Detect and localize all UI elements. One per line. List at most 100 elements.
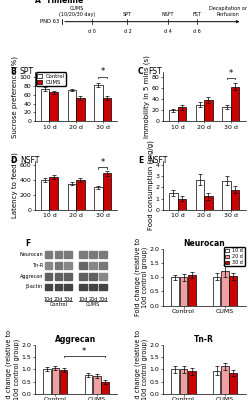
Bar [79,273,87,280]
Text: *: * [101,67,105,76]
Text: d 2: d 2 [124,29,131,34]
Bar [79,284,87,290]
Bar [55,262,62,269]
Bar [213,371,220,394]
Bar [188,371,196,394]
Text: Control: Control [49,302,67,307]
Text: E: E [138,156,143,165]
Bar [45,284,52,290]
Bar [196,180,204,210]
Text: NSFT: NSFT [20,156,39,165]
Text: Neurocan: Neurocan [19,252,43,257]
Bar [94,188,103,210]
Bar [41,180,49,210]
Bar [93,376,100,394]
Text: Tn-R: Tn-R [32,263,43,268]
Title: Neurocan: Neurocan [183,239,225,248]
Bar [89,273,97,280]
Text: *: * [82,347,87,356]
Bar [221,271,229,306]
Bar [178,108,186,122]
Bar [229,276,237,306]
Text: CUMS: CUMS [86,302,100,307]
Y-axis label: Food consumption (mg/g): Food consumption (mg/g) [148,140,154,230]
Text: d 6: d 6 [193,29,201,34]
Text: SPT: SPT [20,67,34,76]
Bar [43,370,51,394]
Bar [171,277,179,306]
Title: Tn-R: Tn-R [194,335,214,344]
Text: C: C [138,67,144,76]
Text: d 4: d 4 [164,29,171,34]
Bar [188,275,196,306]
Bar [213,277,220,306]
Text: *: * [101,158,105,167]
Legend: Control, CUMS: Control, CUMS [36,72,66,86]
Bar [171,370,179,394]
Text: *: * [229,68,233,78]
Y-axis label: Fold change (relative to
10d control group): Fold change (relative to 10d control gro… [134,238,148,316]
Bar [99,262,107,269]
Y-axis label: Latency to feed (s): Latency to feed (s) [12,152,18,218]
Text: SPT: SPT [123,12,132,17]
Bar [169,110,178,122]
Text: B: B [10,67,16,76]
Bar [45,251,52,258]
Bar [45,262,52,269]
Bar [180,370,187,394]
Bar [67,90,76,122]
Bar [101,382,109,394]
Text: 20d: 20d [88,296,98,302]
Text: β-actin: β-actin [26,284,43,290]
Text: CUMS
(10/20/30 day): CUMS (10/20/30 day) [59,6,95,17]
Text: d 0: d 0 [88,29,95,34]
Bar [89,284,97,290]
Text: FST: FST [193,12,201,17]
Bar [52,368,59,394]
Bar [94,85,103,122]
Y-axis label: Sucrose preference (%): Sucrose preference (%) [12,56,18,138]
Bar [64,273,72,280]
Bar [222,107,231,122]
Bar [231,190,239,210]
Bar [204,196,213,210]
Text: FST: FST [148,67,162,76]
Bar [221,366,229,394]
Bar [60,370,67,394]
Bar [231,87,239,122]
Text: F: F [25,239,30,248]
Y-axis label: Fold change (relative to
10d control group): Fold change (relative to 10d control gro… [134,330,148,400]
Bar [204,100,213,122]
Bar [49,177,58,210]
Bar [85,375,92,394]
Bar [55,284,62,290]
Bar [67,184,76,210]
Bar [103,173,111,210]
Bar [180,277,187,306]
Text: A  Timeline: A Timeline [35,0,83,6]
Bar [196,105,204,122]
Legend: 10 d, 20 d, 30 d: 10 d, 20 d, 30 d [224,247,245,266]
Text: 10d: 10d [44,296,53,302]
Text: D: D [10,156,16,165]
Bar [64,284,72,290]
Bar [99,284,107,290]
Text: Aggrecan: Aggrecan [20,274,43,279]
Bar [49,92,58,122]
Bar [45,273,52,280]
Text: Decapitation or
Perfusion: Decapitation or Perfusion [209,6,247,17]
Text: 30d: 30d [63,296,73,302]
Text: 10d: 10d [78,296,88,302]
Bar [55,273,62,280]
Bar [76,180,85,210]
Text: 30d: 30d [98,296,108,302]
Title: Aggrecan: Aggrecan [56,335,97,344]
Bar [55,251,62,258]
Bar [169,193,178,210]
Bar [178,199,186,210]
Bar [79,262,87,269]
Bar [64,262,72,269]
Bar [89,251,97,258]
Text: PND 63: PND 63 [40,19,59,24]
Bar [99,273,107,280]
